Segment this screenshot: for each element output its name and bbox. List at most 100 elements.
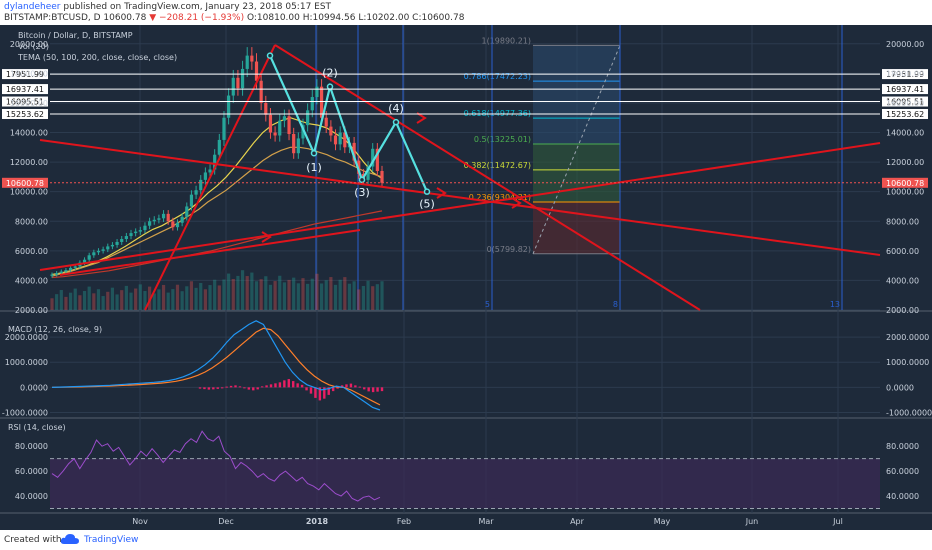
published-text: published on TradingView.com, January 23…: [63, 2, 332, 12]
candle-body: [352, 142, 356, 161]
volume-bar: [296, 283, 300, 310]
volume-bar: [333, 284, 338, 310]
volume-bar: [101, 296, 105, 310]
volume-bar: [347, 283, 352, 310]
candle-body: [296, 138, 300, 154]
volume-bar: [361, 285, 366, 310]
volume-bar: [185, 286, 189, 310]
wave-point: [266, 52, 274, 59]
price-level-tag: [882, 84, 928, 95]
price-level-lines[interactable]: 17951.99 17951.99 16937.41 16937.41 16095.51…: [2, 69, 928, 188]
fib-time-zones[interactable]: 5 8 13: [315, 25, 843, 310]
candle-body: [213, 154, 217, 170]
tradingview-brand[interactable]: TradingView: [84, 535, 139, 545]
candle-body: [301, 125, 305, 139]
candle-body: [134, 231, 138, 234]
macd-histogram-bar: [216, 387, 219, 389]
macd-histogram-bar: [229, 385, 233, 388]
volume-bar: [124, 285, 128, 310]
tema-50-line: [51, 117, 383, 276]
candle-body: [203, 172, 207, 180]
fib-level-label: 0(5799.82): [487, 245, 531, 254]
candle-body: [343, 132, 347, 148]
volume-bar: [92, 293, 96, 310]
candle-body: [287, 116, 291, 135]
x-tick-label: 2018: [306, 517, 329, 526]
volume-bar: [222, 279, 226, 310]
macd-tick-left: 0.0000: [20, 383, 48, 392]
macd-histogram-bar: [345, 384, 348, 388]
y-tick-right: 14000.00: [886, 129, 924, 138]
candle-body: [101, 249, 105, 251]
candle-body: [250, 55, 254, 62]
volume-bar: [319, 283, 324, 310]
tema-100-line: [51, 146, 383, 277]
wave-label: (1): [306, 161, 322, 174]
macd-pane: 2000.0000 2000.0000 1000.0000 1000.0000 0.00…: [2, 320, 932, 417]
fib-level-label: 0.236(9304.31): [469, 193, 531, 202]
rsi-tick-left: 80.0000: [15, 442, 48, 451]
candle-body: [366, 166, 370, 180]
candle-body: [185, 206, 189, 217]
candle-body: [240, 68, 245, 89]
macd-histogram-bar: [260, 386, 264, 388]
volume-bar: [259, 279, 263, 310]
rsi-legend: RSI (14, close): [8, 423, 66, 432]
volume-bar: [231, 278, 235, 310]
candle-body: [82, 259, 87, 263]
candle-body: [231, 77, 235, 96]
volume-bar: [106, 291, 110, 310]
macd-histogram-bar: [234, 385, 237, 388]
volume-bar: [254, 281, 259, 310]
x-tick-label: May: [654, 517, 671, 526]
y-tick-right: 12000.00: [886, 158, 924, 167]
candle-body: [199, 179, 203, 191]
elliott-wave[interactable]: (1) (2) (3) (4) (5): [266, 52, 435, 211]
candle-body: [129, 233, 133, 237]
x-tick-label: Apr: [570, 517, 585, 526]
current-price-tag: [2, 177, 48, 188]
y-tick-left: 10000.00: [10, 188, 48, 197]
candle-body: [282, 116, 286, 121]
macd-histogram-bar: [309, 387, 313, 394]
volume-bar: [82, 290, 87, 310]
price-level-label: 15253.62: [886, 110, 924, 119]
macd-histogram-bar: [363, 387, 366, 390]
candle-body: [222, 117, 226, 140]
chart-area[interactable]: 1(19890.21) 0.786(17472.23) 0.618(14977.36…: [0, 25, 932, 530]
candle-body: [194, 190, 198, 195]
volume-bars: [50, 270, 384, 310]
price-level-label: 16937.41: [6, 85, 44, 94]
candle-body: [306, 110, 310, 126]
candle-body: [92, 252, 96, 256]
volume-bar: [115, 294, 119, 310]
rsi-tick-right: 80.0000: [886, 442, 919, 451]
volume-bar: [315, 273, 319, 310]
volume-bar: [171, 289, 175, 310]
volume-bar: [306, 283, 310, 310]
chart-svg[interactable]: 1(19890.21)0.786(17472.23)0.618(14977.36…: [0, 25, 932, 530]
author-link[interactable]: dylandeheer: [4, 2, 61, 12]
price-level-tag: [2, 108, 48, 119]
rsi-tick-left: 40.0000: [15, 492, 48, 501]
volume-bar: [96, 289, 101, 310]
created-with-text: Created with: [4, 535, 62, 545]
time-zone-label: 13: [830, 300, 840, 309]
volume-bar: [134, 288, 138, 310]
legend-volume: Vol (20): [18, 42, 49, 51]
wave-path: [268, 55, 429, 193]
macd-histogram-bar: [318, 387, 322, 401]
candle-body: [161, 213, 166, 219]
fib-trend-dashed: [532, 45, 621, 254]
macd-histogram-bar: [376, 387, 379, 392]
volume-bar: [166, 292, 170, 310]
grid-lines: [0, 25, 932, 514]
macd-histogram-bar: [380, 387, 384, 392]
y-tick-left: 20000.00: [10, 40, 48, 49]
wave-point: [310, 149, 318, 157]
candle-body: [166, 213, 170, 222]
tradingview-cloud-icon: [60, 534, 79, 544]
candle-body: [315, 86, 319, 98]
macd-histogram-bar: [274, 383, 277, 388]
last-price: 10600.78: [103, 13, 147, 23]
